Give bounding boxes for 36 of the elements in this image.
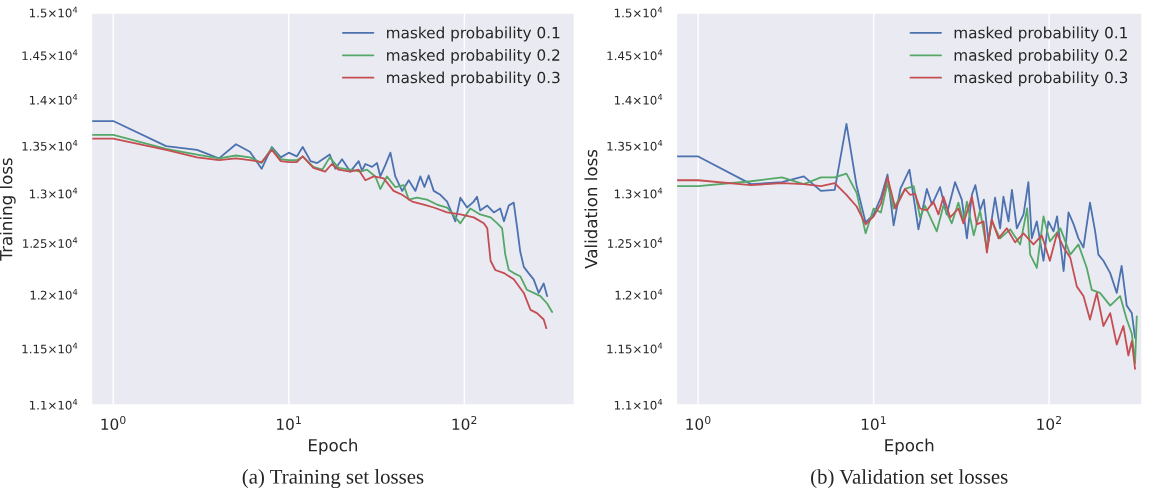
x-tick-label: 10$^{0}$ bbox=[686, 415, 711, 430]
y-tick-label: 1.35×10$^{4}$ bbox=[22, 139, 78, 151]
y-tick-label: 1.2×10$^{4}$ bbox=[30, 288, 78, 300]
legend-label: masked probability 0.3 bbox=[387, 71, 560, 87]
y-tick-label: 1.45×10$^{4}$ bbox=[607, 49, 663, 61]
y-tick-label: 1.35×10$^{4}$ bbox=[607, 139, 663, 151]
y-tick-label: 1.3×10$^{4}$ bbox=[614, 187, 663, 199]
y-tick-label: 1.3×10$^{4}$ bbox=[29, 187, 78, 199]
y-tick-label: 1.5×10$^{4}$ bbox=[614, 6, 663, 18]
legend-label: masked probability 0.3 bbox=[954, 71, 1128, 87]
legend-label: masked probability 0.1 bbox=[954, 26, 1127, 42]
y-tick-label: 1.1×10$^{4}$ bbox=[614, 398, 663, 410]
x-tick-label: 10$^{2}$ bbox=[1037, 415, 1061, 430]
y-tick-label: 1.15×10$^{4}$ bbox=[607, 342, 663, 354]
y-tick-label: 1.5×10$^{4}$ bbox=[29, 6, 78, 18]
y-tick-label: 1.4×10$^{4}$ bbox=[614, 93, 663, 105]
legend-label: masked probability 0.2 bbox=[954, 49, 1127, 64]
x-tick-label: 10$^{1}$ bbox=[277, 416, 301, 430]
y-tick-label: 1.15×10$^{4}$ bbox=[22, 342, 78, 354]
y-tick-label: 1.25×10$^{4}$ bbox=[23, 237, 78, 248]
y-tick-label: 1.45×10$^{4}$ bbox=[22, 49, 78, 61]
y-axis-title: Validation loss bbox=[584, 149, 598, 269]
x-axis-title: Epoch bbox=[309, 438, 358, 455]
legend-label: masked probability 0.1 bbox=[387, 26, 560, 42]
y-tick-label: 1.2×10$^{4}$ bbox=[615, 288, 663, 300]
text: (b) Validation set losses bbox=[811, 469, 1008, 489]
x-tick-label: 10$^{0}$ bbox=[101, 415, 126, 430]
y-axis-title: Training loss bbox=[0, 158, 16, 261]
text: (a) Training set losses bbox=[242, 469, 424, 489]
x-axis-title: Epoch bbox=[885, 438, 934, 455]
x-tick-label: 10$^{2}$ bbox=[452, 415, 477, 430]
legend-label: masked probability 0.2 bbox=[387, 49, 560, 64]
y-tick-label: 1.1×10$^{4}$ bbox=[29, 398, 78, 410]
x-tick-label: 10$^{1}$ bbox=[861, 416, 886, 430]
y-tick-label: 1.25×10$^{4}$ bbox=[608, 237, 663, 248]
y-tick-label: 1.4×10$^{4}$ bbox=[29, 93, 78, 105]
